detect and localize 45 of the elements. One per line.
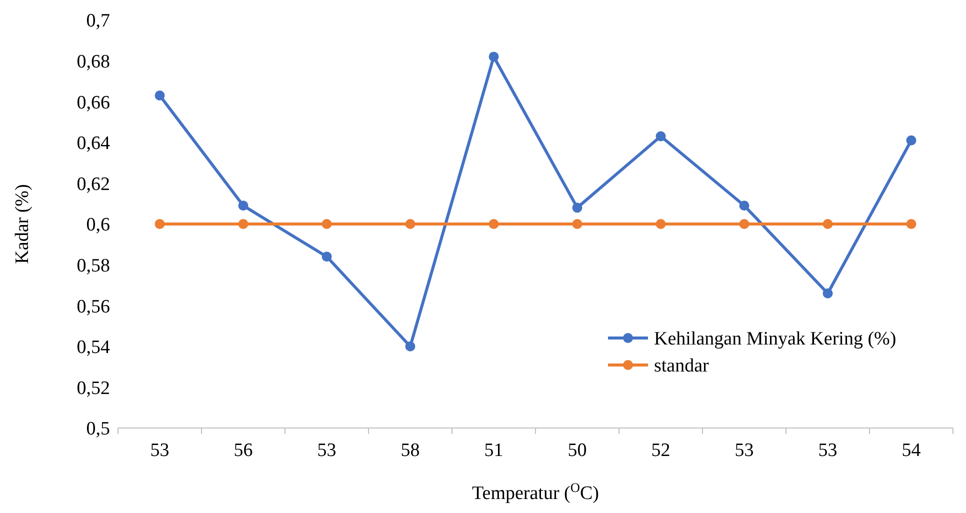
legend-label: standar bbox=[654, 356, 710, 377]
x-tick-label: 53 bbox=[818, 440, 838, 461]
x-tick-label: 53 bbox=[734, 440, 754, 461]
point bbox=[739, 200, 750, 211]
point bbox=[238, 219, 248, 229]
y-axis-title: Kadar (%) bbox=[12, 184, 33, 264]
y-tick-label: 0,54 bbox=[76, 337, 110, 358]
x-tick-label: 58 bbox=[400, 440, 420, 461]
x-tick-label: 51 bbox=[484, 440, 504, 461]
point bbox=[322, 252, 332, 262]
point bbox=[488, 52, 499, 62]
point bbox=[322, 219, 332, 229]
point bbox=[656, 131, 666, 142]
x-tick-label: 53 bbox=[150, 440, 170, 461]
x-tick-label: 50 bbox=[568, 440, 587, 461]
point bbox=[154, 90, 165, 100]
legend-label: Kehilangan Minyak Kering (%) bbox=[654, 328, 896, 350]
y-tick-label: 0,7 bbox=[86, 10, 110, 32]
point bbox=[656, 219, 666, 229]
point bbox=[822, 219, 833, 229]
point bbox=[822, 288, 833, 298]
point bbox=[572, 219, 582, 229]
point bbox=[572, 202, 582, 213]
y-tick-label: 0,64 bbox=[76, 133, 110, 154]
point bbox=[154, 219, 165, 229]
x-tick-label: 53 bbox=[317, 440, 336, 461]
point bbox=[405, 219, 416, 229]
point bbox=[739, 219, 750, 229]
y-tick-label: 0,66 bbox=[76, 92, 110, 114]
y-tick-label: 0,52 bbox=[76, 378, 110, 399]
point bbox=[906, 219, 916, 229]
y-tick-label: 0,58 bbox=[76, 255, 110, 276]
x-tick-label: 52 bbox=[651, 440, 670, 461]
point bbox=[405, 341, 416, 352]
point bbox=[238, 200, 248, 211]
y-tick-label: 0,62 bbox=[76, 174, 110, 195]
x-tick-label: 56 bbox=[234, 440, 253, 461]
y-tick-label: 0,56 bbox=[76, 296, 110, 318]
point bbox=[906, 135, 916, 146]
point bbox=[488, 219, 499, 229]
x-tick-label: 54 bbox=[902, 440, 922, 461]
y-tick-label: 0,68 bbox=[76, 51, 110, 72]
x-axis-title: Temperatur ($^{O}$C) bbox=[472, 480, 599, 504]
y-tick-label: 0,5 bbox=[86, 418, 110, 440]
y-tick-label: 0,6 bbox=[86, 214, 110, 236]
